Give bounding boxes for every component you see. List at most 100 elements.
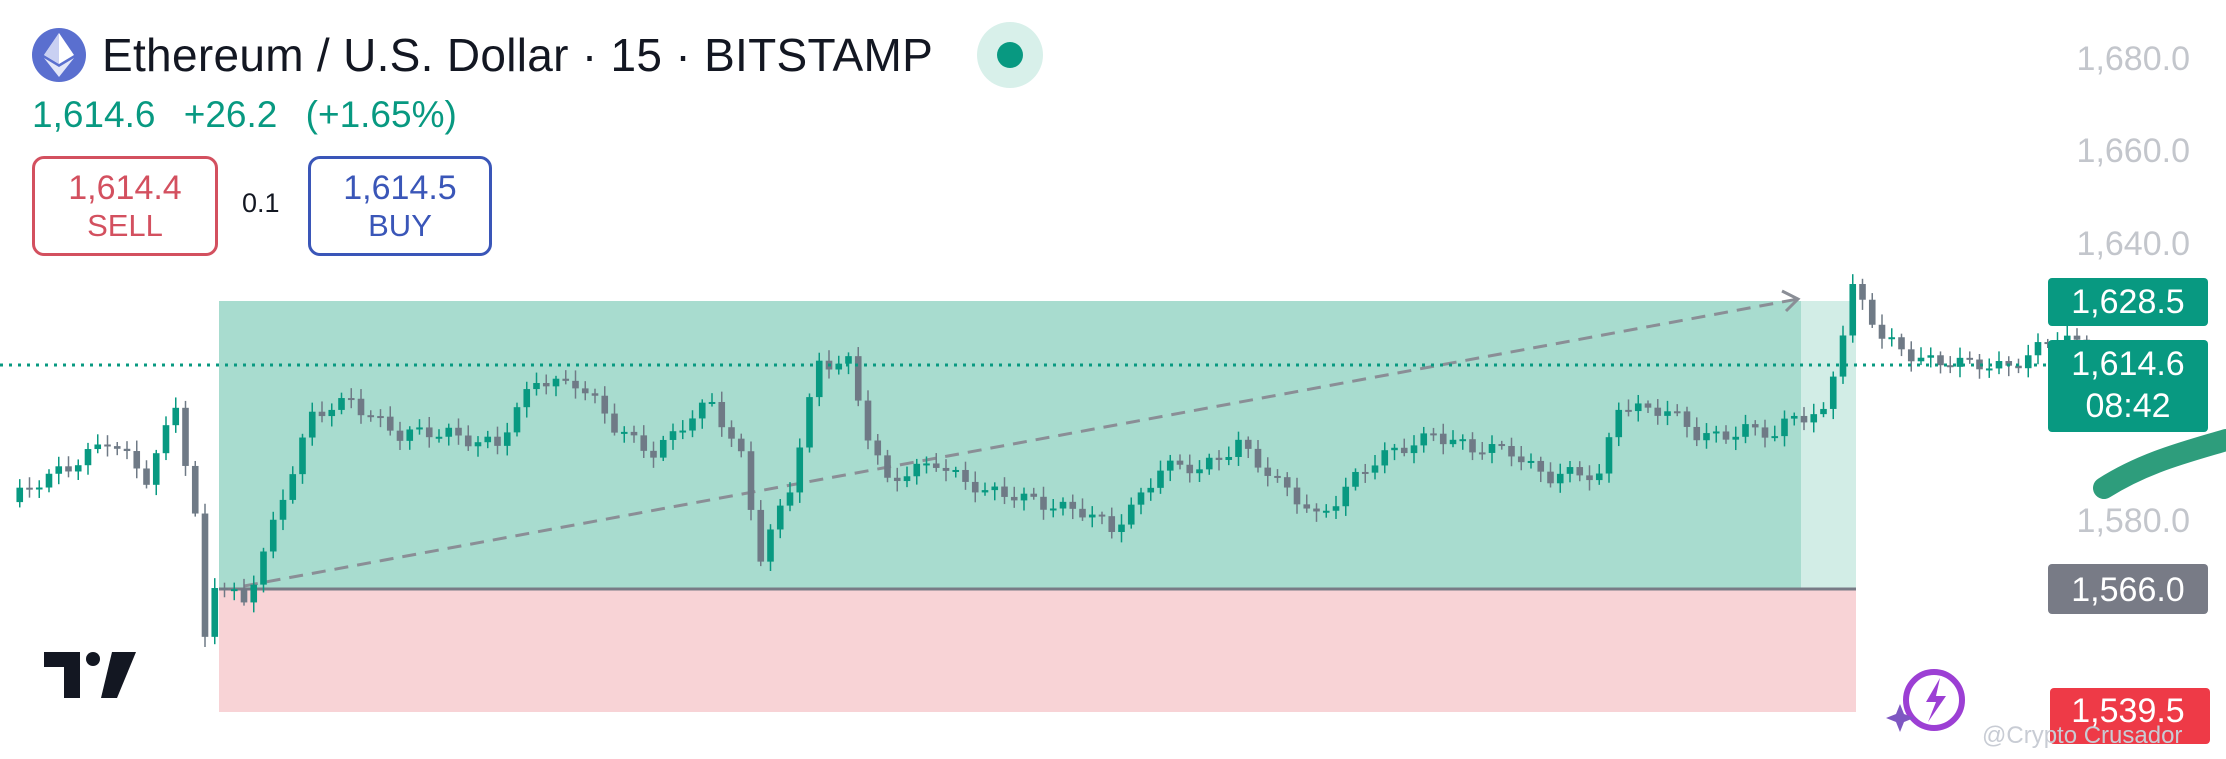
candle[interactable] [26, 487, 33, 490]
candle[interactable] [1342, 486, 1350, 507]
candle[interactable] [1742, 424, 1749, 437]
candle[interactable] [2073, 335, 2081, 340]
candle[interactable] [698, 402, 706, 419]
candle[interactable] [1449, 439, 1457, 445]
candle[interactable] [1976, 359, 1983, 370]
candle[interactable] [1244, 439, 1252, 449]
candle[interactable] [464, 435, 472, 447]
candle[interactable] [1722, 431, 1730, 440]
candle[interactable] [1088, 514, 1096, 518]
candle[interactable] [250, 584, 258, 603]
candle[interactable] [1098, 514, 1106, 517]
candle[interactable] [903, 476, 911, 482]
candle[interactable] [728, 427, 735, 439]
target-price-label[interactable] [2048, 278, 2208, 326]
candle[interactable] [1410, 445, 1418, 454]
candle[interactable] [1371, 465, 1379, 473]
profit-zone[interactable] [219, 301, 1856, 589]
candle[interactable] [611, 413, 618, 433]
candle[interactable] [386, 416, 394, 431]
candle[interactable] [1917, 357, 1925, 362]
candle[interactable] [1673, 411, 1681, 414]
candle[interactable] [318, 411, 326, 417]
candle[interactable] [1274, 475, 1281, 478]
candle[interactable] [1381, 450, 1389, 466]
candle[interactable] [1157, 470, 1164, 488]
candle[interactable] [962, 469, 969, 482]
candle[interactable] [94, 444, 102, 450]
candle[interactable] [737, 438, 745, 452]
candle[interactable] [874, 440, 882, 456]
candle[interactable] [1615, 409, 1623, 438]
candle[interactable] [279, 499, 287, 520]
candle[interactable] [445, 427, 453, 437]
candle[interactable] [864, 400, 872, 441]
candle[interactable] [1459, 439, 1467, 442]
candle[interactable] [1469, 439, 1476, 453]
candle[interactable] [1020, 493, 1028, 501]
candle[interactable] [1059, 501, 1067, 509]
candle[interactable] [1771, 436, 1779, 439]
candle[interactable] [1235, 439, 1242, 457]
candle[interactable] [1254, 448, 1262, 468]
candle[interactable] [630, 431, 638, 436]
candle[interactable] [1800, 415, 1808, 423]
candle[interactable] [1186, 464, 1194, 474]
candle[interactable] [1946, 365, 1954, 368]
candle[interactable] [1937, 355, 1944, 366]
candle[interactable] [1878, 324, 1886, 339]
candle[interactable] [289, 474, 297, 500]
candle[interactable] [455, 427, 462, 436]
candle[interactable] [1634, 403, 1642, 412]
candle[interactable] [377, 416, 384, 419]
candle[interactable] [1079, 508, 1086, 518]
candle[interactable] [572, 380, 579, 389]
candle[interactable] [1712, 431, 1720, 434]
candle[interactable] [308, 411, 316, 438]
candle[interactable] [1839, 335, 1847, 377]
candle[interactable] [806, 397, 813, 448]
candle[interactable] [786, 492, 794, 506]
candle[interactable] [74, 465, 82, 472]
candle[interactable] [689, 418, 696, 431]
candle[interactable] [893, 477, 901, 482]
candle[interactable] [620, 431, 628, 434]
candle[interactable] [211, 588, 219, 637]
last-price-label[interactable] [2048, 340, 2208, 432]
symbol-header[interactable]: Ethereum / U.S. Dollar · 15 · BITSTAMP [32, 22, 1044, 88]
candle[interactable] [1576, 467, 1584, 476]
candle[interactable] [260, 551, 267, 585]
candle[interactable] [494, 436, 501, 446]
candle[interactable] [328, 409, 336, 417]
candle[interactable] [1498, 444, 1506, 447]
candle[interactable] [796, 447, 804, 493]
candle[interactable] [1586, 475, 1593, 481]
candle[interactable] [1215, 457, 1223, 460]
candle[interactable] [1927, 355, 1935, 358]
candle[interactable] [416, 427, 423, 430]
ai-sparkle-icon[interactable] [1886, 666, 1970, 741]
candle[interactable] [123, 448, 131, 452]
candle[interactable] [835, 363, 843, 370]
candle[interactable] [84, 449, 92, 466]
candle[interactable] [2015, 365, 2022, 369]
candle[interactable] [1118, 524, 1125, 533]
candle[interactable] [640, 435, 648, 451]
candle[interactable] [1010, 496, 1018, 501]
candle[interactable] [1225, 456, 1233, 460]
candle[interactable] [1985, 368, 1993, 371]
candle[interactable] [932, 463, 940, 468]
candle[interactable] [523, 389, 531, 408]
candle[interactable] [1420, 433, 1428, 446]
candle[interactable] [406, 429, 414, 441]
candle[interactable] [1030, 493, 1038, 497]
candle[interactable] [1517, 456, 1525, 463]
stop-price-label[interactable] [2050, 688, 2210, 744]
candle[interactable] [2034, 342, 2042, 356]
candle[interactable] [484, 436, 492, 443]
candle[interactable] [581, 388, 589, 394]
candle[interactable] [767, 529, 774, 562]
candle[interactable] [1352, 471, 1359, 487]
candle[interactable] [513, 407, 521, 433]
candle[interactable] [113, 446, 121, 449]
